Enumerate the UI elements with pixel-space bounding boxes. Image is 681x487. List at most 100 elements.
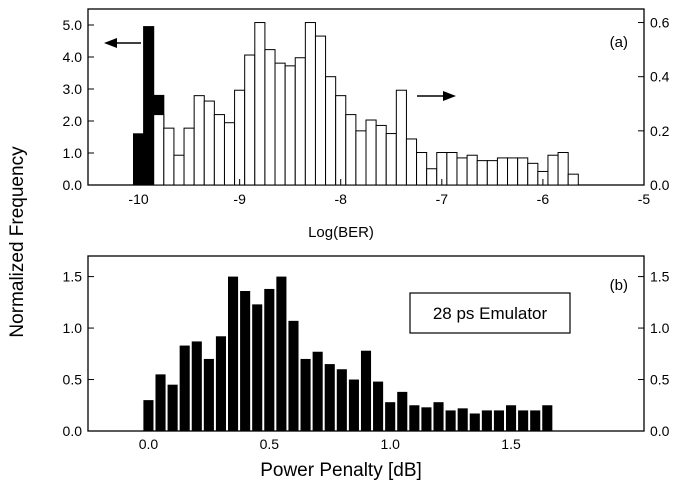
panel-b-bar bbox=[385, 402, 396, 431]
panel-b-bar bbox=[457, 408, 468, 431]
panel-b-ticks: 0.0 0.5 1.0 1.5 0.0 0.0 0.5 0.5 1.0 1.0 1.5 1.5 bbox=[63, 269, 670, 452]
panel-b-y-tick-label-left: 1.0 bbox=[63, 320, 83, 336]
right-arrow bbox=[417, 91, 456, 101]
panel-a-open-bar bbox=[375, 124, 387, 186]
panel-b-bar bbox=[530, 410, 541, 431]
panel-a-filled-bar bbox=[143, 26, 155, 186]
panel-a-open-bar bbox=[395, 89, 407, 186]
panel-b-bar bbox=[469, 413, 480, 431]
panel-b-bar bbox=[506, 405, 517, 431]
panel-b-bar bbox=[167, 384, 178, 431]
panel-a-open-bar bbox=[335, 95, 347, 186]
panel-b-y-tick-label-right: 1.5 bbox=[650, 269, 670, 285]
panel-a-y-tick-label-left: 0.0 bbox=[63, 177, 83, 193]
panel-a-open-bar bbox=[345, 114, 357, 186]
panel-b-x-tick-label: 0.0 bbox=[139, 436, 159, 452]
panel-a-open-bar bbox=[547, 154, 559, 186]
panel-b-bar bbox=[518, 410, 529, 431]
panel-a-filled-bar bbox=[132, 133, 145, 186]
panel-b-x-tick-label: 0.5 bbox=[260, 436, 280, 452]
panel-b-y-tick-label-left: 0.5 bbox=[63, 372, 83, 388]
panel-a-open-bars bbox=[118, 22, 584, 186]
panel-a-open-bar bbox=[446, 152, 458, 186]
panel-b-bar bbox=[300, 358, 311, 431]
panel-b-bar bbox=[397, 391, 408, 431]
panel-a-open-bar bbox=[486, 160, 498, 186]
panel-b-y-tick-label-left: 0.0 bbox=[63, 423, 83, 439]
panel-b-bars bbox=[124, 276, 596, 432]
panel-b-bar bbox=[445, 410, 456, 431]
panel-a-y-tick-label-left: 2.0 bbox=[63, 113, 83, 129]
panel-a-open-bar bbox=[294, 57, 306, 186]
panel-a-open-bar bbox=[254, 22, 266, 186]
panel-a-open-bar bbox=[183, 127, 195, 186]
panel-a-open-bar bbox=[274, 62, 286, 186]
panel-b-histogram: 0.0 0.5 1.0 1.5 0.0 0.0 0.5 0.5 1.0 1.0 1.5 1.5 Pow… bbox=[63, 255, 670, 481]
panel-b-bar bbox=[240, 291, 251, 431]
panel-b-bar bbox=[409, 405, 420, 431]
panel-b-bar bbox=[324, 364, 335, 431]
panel-b-label: (b) bbox=[610, 277, 628, 294]
legend-box: 28 ps Emulator bbox=[409, 292, 571, 334]
panel-a-histogram: -10 -9 -8 -7 -6 -50.01.02.03.04.05.00.00.20.4… bbox=[63, 8, 670, 241]
panel-a-x-axis-label: Log(BER) bbox=[308, 224, 374, 241]
panel-b-bar bbox=[542, 405, 553, 431]
panel-a-open-bar bbox=[507, 157, 519, 186]
panel-b-bar bbox=[143, 400, 154, 431]
panel-a-x-tick-label: -8 bbox=[335, 191, 348, 207]
panel-a-open-bar bbox=[476, 160, 488, 186]
panel-b-bar bbox=[155, 374, 166, 431]
panel-a-open-bar bbox=[193, 95, 205, 186]
panel-a-open-bar bbox=[244, 54, 256, 186]
legend-box-text: 28 ps Emulator bbox=[433, 304, 548, 323]
panel-b-y-tick-label-right: 0.5 bbox=[650, 372, 670, 388]
panel-a-x-tick-label: -7 bbox=[436, 191, 449, 207]
panel-a-open-bar bbox=[284, 65, 296, 186]
panel-b-bar bbox=[288, 320, 299, 431]
panel-b-bar bbox=[481, 410, 492, 431]
panel-a-open-bar bbox=[304, 22, 316, 186]
panel-a-x-tick-label: -6 bbox=[537, 191, 550, 207]
panel-b-bar bbox=[179, 345, 190, 431]
panel-a-ticks: -10 -9 -8 -7 -6 -50.01.02.03.04.05.00.00.20.4… bbox=[63, 15, 670, 207]
panel-a-open-bar bbox=[385, 133, 397, 186]
shared-y-axis-label: Normalized Frequency bbox=[7, 146, 28, 338]
panel-b-bar bbox=[276, 276, 287, 431]
panel-b-bar bbox=[493, 410, 504, 431]
panel-a-x-tick-label: -9 bbox=[233, 191, 246, 207]
panel-a-y-tick-label-right: 0.4 bbox=[650, 69, 670, 85]
panel-b-bar bbox=[228, 276, 239, 431]
panel-a-open-bar bbox=[567, 173, 579, 186]
panel-a-open-bar bbox=[355, 130, 367, 186]
panel-b-bar bbox=[421, 407, 432, 431]
panel-b-bar bbox=[312, 351, 323, 431]
panel-a-y-tick-label-left: 4.0 bbox=[63, 49, 83, 65]
panel-a-open-bar bbox=[517, 157, 529, 186]
panel-b-bar bbox=[264, 288, 275, 431]
panel-a-y-tick-label-left: 1.0 bbox=[63, 145, 83, 161]
panel-a-open-bar bbox=[163, 127, 175, 186]
panel-b-bar bbox=[203, 358, 214, 431]
panel-a-label: (a) bbox=[610, 34, 628, 51]
panel-a-open-bar bbox=[496, 157, 509, 186]
panel-b-bar bbox=[191, 341, 202, 431]
panel-b-bar bbox=[348, 379, 359, 431]
panel-b-bar bbox=[360, 350, 372, 431]
panel-a-open-bar bbox=[456, 157, 468, 186]
panel-a-y-tick-label-right: 0.2 bbox=[650, 123, 670, 139]
panel-a-open-bar bbox=[173, 154, 185, 186]
panel-b-bar bbox=[252, 304, 263, 431]
left-arrow bbox=[104, 38, 141, 48]
panel-a-open-bar bbox=[223, 122, 236, 186]
panel-a-open-bar bbox=[314, 35, 327, 186]
panel-a-open-bar bbox=[527, 162, 539, 186]
panel-a-y-tick-label-left: 5.0 bbox=[63, 17, 83, 33]
panel-a-y-tick-label-right: 0.6 bbox=[650, 15, 670, 31]
panel-a-y-tick-label-left: 3.0 bbox=[63, 81, 83, 97]
panel-b-x-tick-label: 1.0 bbox=[380, 436, 400, 452]
panel-b-bar bbox=[433, 402, 444, 431]
panel-a-open-bar bbox=[234, 89, 246, 186]
panel-a-x-tick-label: -10 bbox=[128, 191, 148, 207]
panel-b-y-tick-label-right: 1.0 bbox=[650, 320, 670, 336]
